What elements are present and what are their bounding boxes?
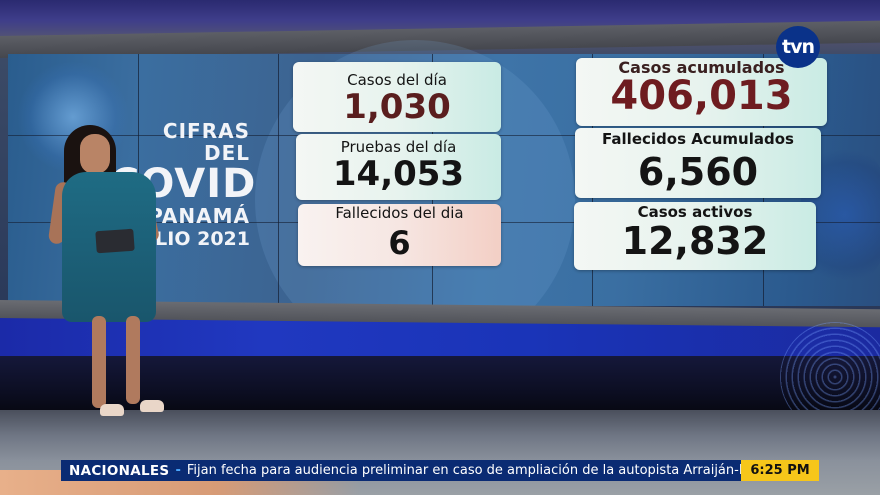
presenter xyxy=(40,120,180,420)
stat-label: Casos acumulados xyxy=(618,58,785,77)
presenter-shoe xyxy=(100,404,124,416)
stat-value: 6 xyxy=(388,224,411,262)
stat-card-daily-tests: Pruebas del día 14,053 xyxy=(296,134,501,200)
ticker-section-label: NACIONALES xyxy=(69,462,170,479)
stat-card-cumulative-cases: Casos acumulados 406,013 xyxy=(576,58,827,126)
stat-card-daily-cases: Casos del día 1,030 xyxy=(293,62,501,132)
stat-card-daily-deaths: Fallecidos del dia 6 xyxy=(298,204,501,266)
stat-card-active-cases: Casos activos 12,832 xyxy=(574,202,816,270)
stat-value: 1,030 xyxy=(343,87,451,127)
tablet-device xyxy=(95,228,135,254)
graphic-title: CIFRAS DEL COVID PANAMÁ JULIO 2021 xyxy=(110,119,255,250)
presenter-shoe xyxy=(140,400,164,412)
title-line-4: JULIO 2021 xyxy=(132,228,250,250)
stat-value: 406,013 xyxy=(610,73,793,119)
stat-label: Fallecidos del dia xyxy=(335,204,464,222)
stat-label: Pruebas del día xyxy=(340,138,457,156)
news-ticker: NACIONALES - Fijan fecha para audiencia … xyxy=(61,460,819,481)
stat-label: Casos activos xyxy=(637,203,753,221)
title-line-1: CIFRAS DEL xyxy=(162,119,250,165)
ticker-separator: - xyxy=(175,463,181,478)
stat-value: 14,053 xyxy=(332,154,465,194)
stat-value: 12,832 xyxy=(621,219,769,263)
presenter-face xyxy=(80,134,110,174)
presenter-leg xyxy=(126,316,140,404)
tvn-logo-icon: tvn xyxy=(776,26,820,68)
stat-value: 6,560 xyxy=(637,150,759,194)
stat-card-cumulative-deaths: Fallecidos Acumulados 6,560 xyxy=(575,128,821,198)
stat-label: Fallecidos Acumulados xyxy=(602,130,794,148)
wall-seam xyxy=(278,54,279,306)
ticker-headline-bar: NACIONALES - Fijan fecha para audiencia … xyxy=(61,460,741,481)
stat-label: Casos del día xyxy=(347,71,447,89)
presenter-leg xyxy=(92,316,106,408)
title-line-3: PANAMÁ xyxy=(148,204,250,228)
ticker-headline-text: Fijan fecha para audiencia preliminar en… xyxy=(186,463,741,478)
ticker-clock: 6:25 PM xyxy=(741,460,819,481)
